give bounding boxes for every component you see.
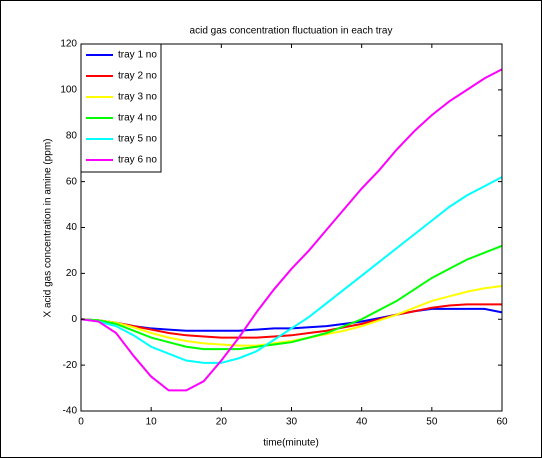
x-tick-label: 30 [286, 417, 298, 428]
x-tick-label: 40 [356, 417, 368, 428]
y-tick-label: 80 [66, 130, 78, 141]
y-tick-label: 20 [66, 268, 78, 279]
legend-label: tray 5 no [118, 134, 157, 145]
series-line [80, 244, 503, 351]
legend-label: tray 6 no [118, 155, 157, 166]
y-tick-label: 120 [60, 39, 77, 50]
y-tick-label: 0 [71, 314, 77, 325]
x-tick-label: 50 [426, 417, 438, 428]
x-tick-label: 20 [216, 417, 228, 428]
series-line [80, 284, 503, 347]
y-tick-label: 60 [66, 176, 78, 187]
legend-label: tray 2 no [118, 71, 157, 82]
legend-label: tray 3 no [118, 92, 157, 103]
x-tick-label: 10 [146, 417, 158, 428]
series-line [80, 303, 502, 339]
chart-title: acid gas concentration fluctuation in ea… [190, 26, 393, 37]
y-tick-label: 40 [66, 222, 78, 233]
series-line [80, 68, 503, 392]
legend-label: tray 4 no [118, 113, 157, 124]
y-tick-label: -40 [63, 406, 78, 417]
legend-box [80, 43, 162, 173]
x-tick-label: 0 [78, 417, 84, 428]
y-tick-label: -20 [63, 360, 78, 371]
x-axis-label: time(minute) [263, 438, 319, 449]
legend-label: tray 1 no [118, 50, 157, 61]
y-axis-label: X acid gas concentration in amine (ppm) [43, 139, 54, 318]
series-line [80, 176, 503, 364]
y-tick-label: 100 [60, 85, 77, 96]
x-tick-label: 60 [496, 417, 508, 428]
